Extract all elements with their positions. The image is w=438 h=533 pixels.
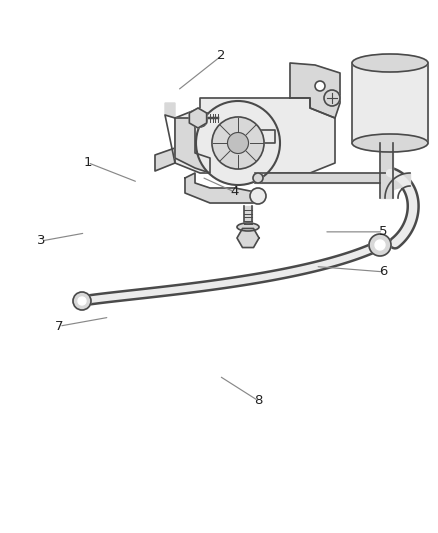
Circle shape	[315, 81, 325, 91]
Circle shape	[253, 173, 263, 183]
Polygon shape	[352, 63, 428, 143]
Text: 5: 5	[379, 225, 388, 238]
Circle shape	[78, 297, 86, 305]
Polygon shape	[175, 98, 335, 173]
Circle shape	[324, 90, 340, 106]
Text: 8: 8	[254, 394, 263, 407]
Text: 6: 6	[379, 265, 388, 278]
Polygon shape	[185, 173, 260, 203]
Text: 2: 2	[217, 50, 226, 62]
Circle shape	[193, 113, 207, 127]
Text: 3: 3	[37, 235, 46, 247]
Polygon shape	[189, 108, 207, 128]
Circle shape	[196, 101, 280, 185]
Polygon shape	[237, 229, 259, 247]
Polygon shape	[175, 118, 210, 173]
Circle shape	[73, 292, 91, 310]
Ellipse shape	[237, 223, 259, 231]
Circle shape	[369, 234, 391, 256]
Ellipse shape	[352, 54, 428, 72]
Circle shape	[212, 117, 264, 169]
Circle shape	[375, 240, 385, 250]
Text: 4: 4	[230, 185, 239, 198]
Polygon shape	[290, 63, 340, 118]
Circle shape	[250, 188, 266, 204]
Text: 7: 7	[55, 320, 64, 333]
Polygon shape	[220, 130, 275, 143]
Polygon shape	[155, 103, 175, 171]
Text: 1: 1	[83, 156, 92, 169]
Circle shape	[227, 133, 248, 154]
Ellipse shape	[352, 134, 428, 152]
